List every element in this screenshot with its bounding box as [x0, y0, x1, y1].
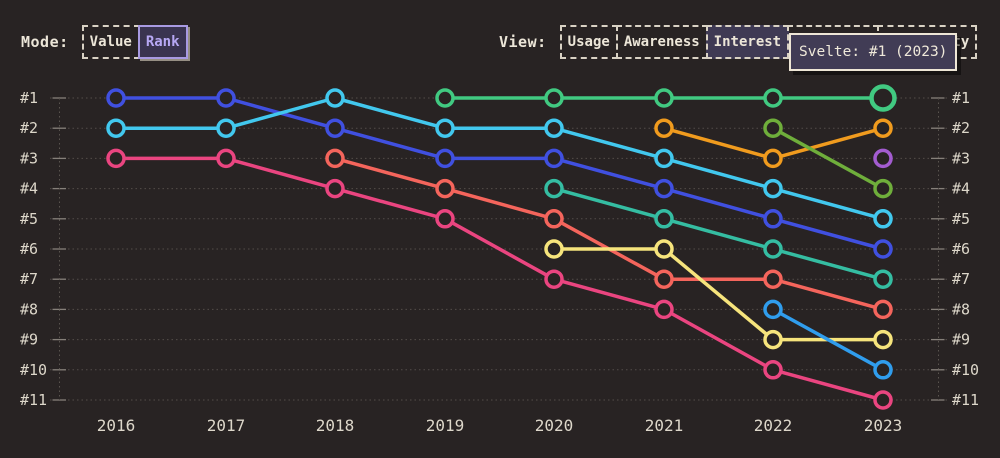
marker-teal-2023[interactable] — [873, 269, 893, 289]
rank-label-left: #10 — [20, 361, 47, 379]
rank-label-left: #8 — [20, 300, 38, 318]
marker-yellow-2020[interactable] — [544, 239, 564, 259]
series-line-green — [771, 126, 885, 191]
marker-indigo-2023[interactable] — [873, 239, 893, 259]
marker-cyan-2016[interactable] — [106, 118, 126, 138]
rank-label-left: #7 — [20, 270, 38, 288]
year-label: 2021 — [645, 416, 684, 435]
rank-label-left: #4 — [20, 180, 38, 198]
marker-green-2023[interactable] — [873, 178, 893, 199]
marker-magenta-2017[interactable] — [216, 148, 236, 169]
year-label: 2016 — [97, 416, 136, 435]
marker-indigo-2016[interactable] — [106, 88, 126, 108]
series-line-coral — [333, 156, 885, 312]
marker-green-2022[interactable] — [763, 118, 783, 138]
marker-cyan-2019[interactable] — [435, 118, 455, 138]
mode-label: Mode: — [21, 33, 69, 51]
view-option-usage[interactable]: Usage — [559, 25, 618, 59]
rank-label-right: #5 — [952, 210, 970, 228]
rank-label-left: #6 — [20, 240, 38, 258]
rank-label-right: #8 — [952, 300, 970, 318]
marker-purple-2023[interactable] — [873, 148, 893, 169]
mode-option-rank[interactable]: Rank — [137, 25, 188, 59]
marker-magenta-2022[interactable] — [763, 360, 783, 380]
rank-label-right: #4 — [952, 180, 970, 198]
marker-teal-2020[interactable] — [544, 178, 564, 199]
year-label: 2017 — [207, 416, 246, 435]
marker-teal-2022[interactable] — [763, 239, 783, 259]
marker-indigo-2021[interactable] — [654, 178, 674, 199]
year-label: 2019 — [426, 416, 465, 435]
marker-cyan-2022[interactable] — [763, 178, 783, 199]
marker-magenta-2018[interactable] — [325, 178, 345, 199]
marker-coral-2020[interactable] — [544, 209, 564, 229]
marker-coral-2021[interactable] — [654, 269, 674, 289]
marker-azure-2022[interactable] — [763, 299, 783, 320]
rank-label-right: #1 — [952, 89, 970, 107]
marker-coral-2019[interactable] — [435, 178, 455, 199]
marker-teal-2021[interactable] — [654, 209, 674, 229]
series-line-cyan — [114, 96, 885, 221]
marker-coral-2023[interactable] — [873, 299, 893, 320]
rank-label-left: #11 — [20, 391, 47, 409]
year-label: 2018 — [316, 416, 355, 435]
series-line-indigo — [114, 96, 885, 251]
marker-svelte-2023[interactable] — [869, 84, 897, 112]
marker-indigo-2018[interactable] — [325, 118, 345, 138]
marker-yellow-2023[interactable] — [873, 329, 893, 350]
view-option-interest[interactable]: Interest — [705, 25, 790, 59]
marker-svelte-2020[interactable] — [544, 88, 564, 108]
tooltip: Svelte: #1 (2023) — [789, 33, 958, 71]
rank-label-left: #9 — [20, 331, 38, 349]
marker-yellow-2021[interactable] — [654, 239, 674, 259]
rank-label-right: #3 — [952, 149, 970, 167]
rank-label-left: #1 — [20, 89, 38, 107]
marker-indigo-2022[interactable] — [763, 209, 783, 229]
marker-cyan-2021[interactable] — [654, 148, 674, 169]
marker-svelte-2021[interactable] — [654, 88, 674, 108]
marker-indigo-2017[interactable] — [216, 88, 236, 108]
marker-magenta-2019[interactable] — [435, 209, 455, 229]
year-label: 2020 — [535, 416, 574, 435]
rank-label-left: #3 — [20, 149, 38, 167]
marker-magenta-2020[interactable] — [544, 269, 564, 289]
marker-svelte-2022[interactable] — [763, 88, 783, 108]
marker-orange-2023[interactable] — [873, 118, 893, 138]
rank-label-right: #6 — [952, 240, 970, 258]
marker-cyan-2018[interactable] — [325, 88, 345, 108]
marker-cyan-2023[interactable] — [873, 209, 893, 229]
series-line-magenta — [114, 156, 885, 402]
marker-coral-2018[interactable] — [325, 148, 345, 169]
rank-label-right: #2 — [952, 119, 970, 137]
marker-indigo-2019[interactable] — [435, 148, 455, 169]
year-label: 2023 — [864, 416, 903, 435]
rank-label-right: #9 — [952, 331, 970, 349]
marker-magenta-2021[interactable] — [654, 299, 674, 320]
marker-indigo-2020[interactable] — [544, 148, 564, 169]
marker-yellow-2022[interactable] — [763, 329, 783, 350]
rank-label-right: #10 — [952, 361, 979, 379]
mode-control-group: Mode: Value Rank — [21, 25, 188, 59]
view-option-awareness[interactable]: Awareness — [615, 25, 708, 59]
view-label: View: — [499, 33, 547, 51]
year-label: 2022 — [754, 416, 793, 435]
rank-label-right: #11 — [952, 391, 979, 409]
marker-svelte-2019[interactable] — [435, 88, 455, 108]
series-line-teal — [552, 186, 885, 281]
rank-label-left: #5 — [20, 210, 38, 228]
marker-cyan-2020[interactable] — [544, 118, 564, 138]
rank-label-right: #7 — [952, 270, 970, 288]
mode-option-value[interactable]: Value — [81, 25, 140, 59]
rank-label-left: #2 — [20, 119, 38, 137]
view-control-group: View: Usage Awareness Interest Retention… — [499, 25, 978, 59]
marker-orange-2022[interactable] — [763, 148, 783, 169]
marker-magenta-2023[interactable] — [873, 390, 893, 410]
series-line-azure — [771, 307, 885, 372]
marker-coral-2022[interactable] — [763, 269, 783, 289]
marker-cyan-2017[interactable] — [216, 118, 236, 138]
marker-azure-2023[interactable] — [873, 360, 893, 380]
marker-magenta-2016[interactable] — [106, 148, 126, 169]
marker-orange-2021[interactable] — [654, 118, 674, 138]
